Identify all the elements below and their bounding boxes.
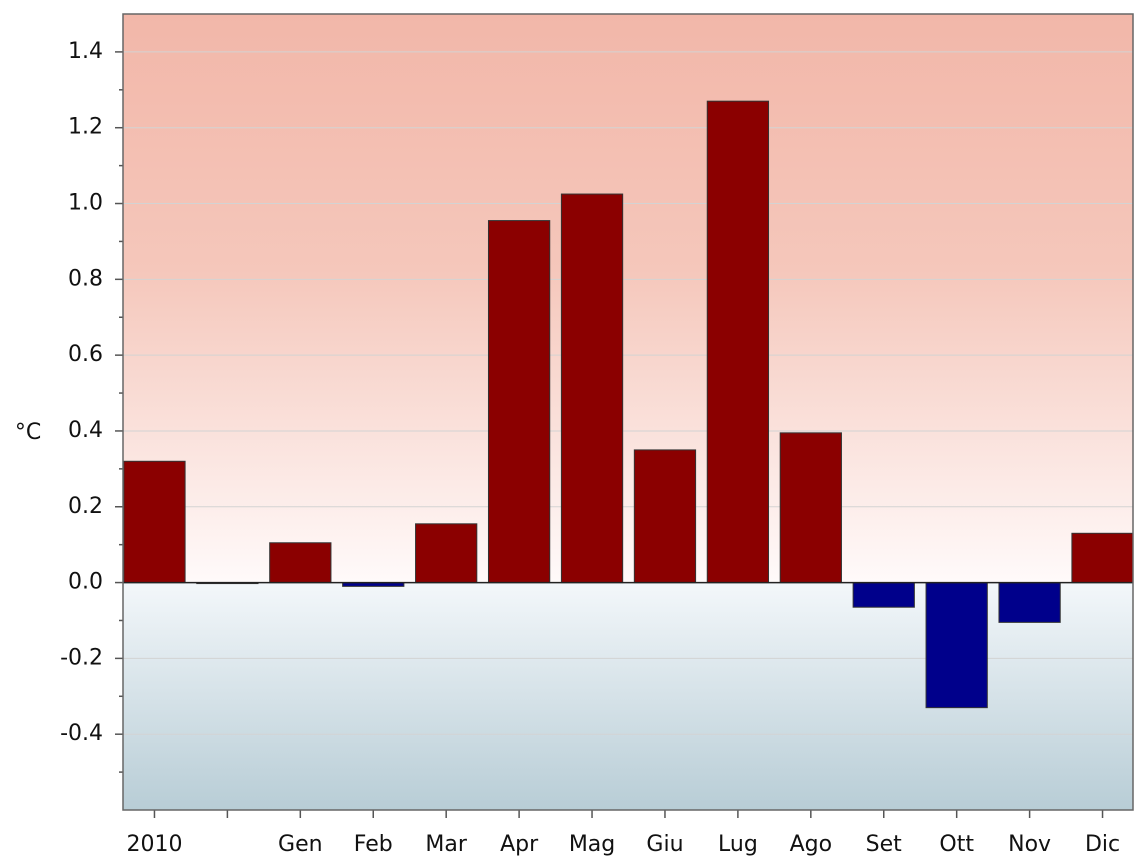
bar [706,100,770,584]
y-tick-label: 0.0 [68,570,103,595]
x-tick-label: Nov [1008,832,1051,857]
y-tick-label: 0.2 [68,494,103,519]
x-tick-label: Ago [790,832,832,857]
bar [925,582,988,709]
y-tick-label: -0.4 [60,721,103,746]
bar [269,542,332,584]
x-tick-label: Mar [425,832,467,857]
x-tick-label: Lug [718,832,758,857]
x-tick-label: Set [866,832,903,857]
plot-frame [122,13,1134,811]
warm-background [123,14,1133,583]
y-tick-label: -0.2 [60,645,103,670]
bars [123,100,1133,709]
x-tick-label: Giu [646,832,683,857]
y-tick-label: 1.0 [68,191,103,216]
x-tick-label: Ott [939,832,974,857]
x-tick-label: Gen [278,832,323,857]
y-tick-label: 0.6 [68,342,103,367]
bar [998,582,1061,623]
y-tick-label: 0.8 [68,266,103,291]
x-tick-label: Mag [569,832,615,857]
y-tick-label: 0.4 [68,418,103,443]
bar [779,432,842,584]
x-tick-label: Dic [1085,832,1120,857]
bar [123,460,186,584]
y-axis-label: °C [15,420,41,445]
y-tick-label: 1.2 [68,115,103,140]
bar [487,220,551,584]
bar [633,449,697,584]
x-tick-label: Apr [500,832,539,857]
bar [852,582,915,608]
bar [1071,532,1133,584]
x-tick-label: 2010 [126,832,182,857]
bar [560,193,624,584]
y-tick-label: 1.4 [68,39,103,64]
bar [415,523,478,584]
x-tick-label: Feb [354,832,393,857]
